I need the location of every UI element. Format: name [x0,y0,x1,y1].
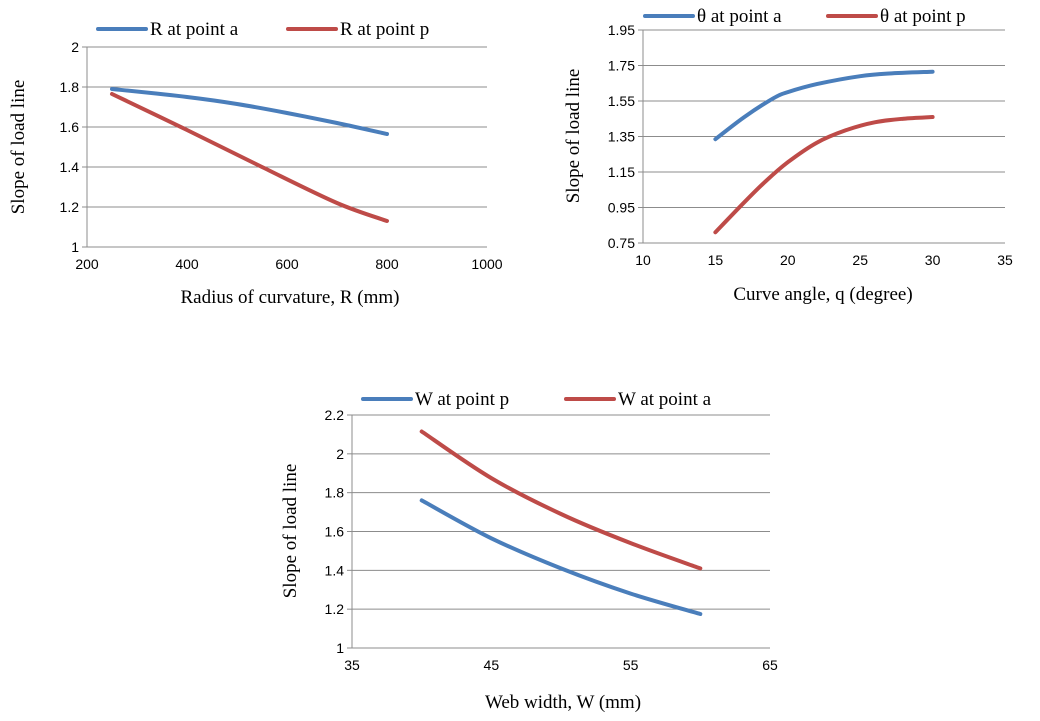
y-tick-label: 1.15 [608,164,635,180]
x-tick-label: 1000 [471,256,502,272]
y-tick-label: 2 [71,39,79,55]
y-tick-label: 1.2 [325,601,345,617]
y-tick-label: 0.95 [608,200,635,216]
x-tick-label: 65 [762,657,778,673]
chart-radius-of-curvature: 1 1.2 1.4 1.6 1.8 2 200 400 600 800 1000 Radius of … [8,19,503,308]
chart-web-width: 1 1.2 1.4 1.6 1.8 2 2.2 35 45 55 65 Web width, W (m… [280,389,778,713]
y-tick-label: 1.55 [608,93,635,109]
y-axis-title: Slope of load line [8,80,29,215]
y-tick-label: 2 [336,446,344,462]
y-axis-title: Slope of load line [280,464,301,599]
legend-label: W at point a [618,389,712,410]
x-tick-label: 55 [623,657,639,673]
x-tick-label: 10 [635,252,651,268]
y-tick-label: 1.35 [608,129,635,145]
x-tick-label: 800 [375,256,399,272]
x-axis-title: Web width, W (mm) [485,692,641,713]
y-tick-label: 1.8 [60,79,80,95]
legend-label: R at point a [150,19,239,40]
x-tick-label: 20 [780,252,796,268]
x-tick-label: 600 [275,256,299,272]
y-tick-label: 0.75 [608,235,635,251]
x-tick-label: 25 [852,252,868,268]
series-line-r-at-point-p [110,92,389,223]
chart-curve-angle: 0.75 0.95 1.15 1.35 1.55 1.75 1.95 10 15 20 25 30 35… [563,6,1013,305]
series-line-at-point-p [713,115,935,235]
y-tick-label: 1.8 [325,485,345,501]
legend-label: θ at point a [697,6,782,27]
y-tick-label: 1.4 [60,159,80,175]
y-tick-label: 1.95 [608,22,635,38]
y-tick-label: 1.75 [608,58,635,74]
y-tick-label: 1.6 [325,524,345,540]
series-line-at-point-a [713,69,935,142]
legend-label: θ at point p [880,6,966,27]
y-axis-title: Slope of load line [563,69,584,204]
legend-label: W at point p [415,389,509,410]
y-tick-label: 1 [71,239,79,255]
x-tick-label: 15 [708,252,724,268]
x-tick-label: 30 [925,252,941,268]
y-tick-label: 1.2 [60,199,80,215]
y-tick-label: 1 [336,640,344,656]
x-tick-label: 200 [75,256,99,272]
x-axis-title: Radius of curvature, R (mm) [181,287,400,308]
series-line-w-at-point-p [419,498,703,616]
x-tick-label: 45 [484,657,500,673]
x-tick-label: 400 [175,256,199,272]
series-line-r-at-point-a [110,87,389,136]
y-tick-label: 1.6 [60,119,80,135]
y-tick-label: 2.2 [325,407,345,423]
x-axis-title: Curve angle, q (degree) [733,284,912,305]
x-tick-label: 35 [344,657,360,673]
series-line-w-at-point-a [419,429,703,571]
x-tick-label: 35 [997,252,1013,268]
legend-label: R at point p [340,19,429,40]
y-tick-label: 1.4 [325,562,345,578]
